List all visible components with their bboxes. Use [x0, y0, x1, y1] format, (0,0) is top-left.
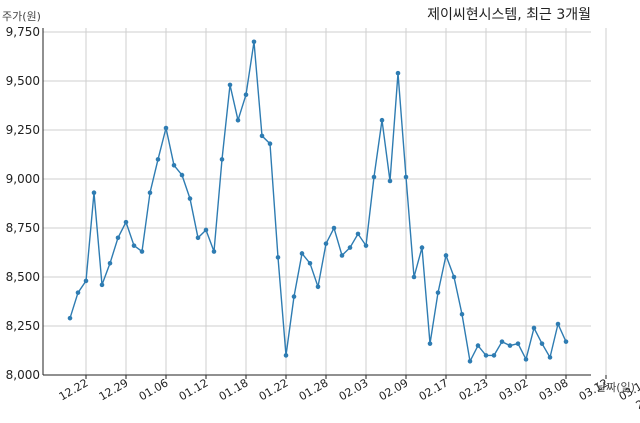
x-tick-label: 01.28	[297, 376, 331, 403]
x-tick-label: 01.22	[257, 376, 291, 403]
data-point	[411, 274, 417, 280]
data-point	[83, 278, 89, 284]
x-axis-label: 날짜(일)	[596, 380, 635, 394]
data-point	[163, 125, 169, 131]
data-point	[299, 251, 305, 256]
data-point	[259, 133, 265, 139]
data-point	[555, 321, 561, 327]
data-point	[91, 190, 97, 196]
y-tick-label: 8,750	[6, 221, 40, 235]
x-tick-label: 01.12	[177, 376, 211, 403]
data-point	[115, 235, 121, 241]
data-point	[443, 253, 449, 258]
line-layer	[67, 39, 569, 364]
data-point	[251, 39, 257, 45]
y-tick-label: 8,250	[6, 319, 40, 333]
y-tick-label: 8,000	[6, 368, 40, 382]
data-point	[379, 117, 385, 123]
data-point	[67, 315, 73, 321]
x-tick-label: 02.23	[457, 376, 491, 403]
data-point	[547, 355, 553, 360]
data-point	[211, 249, 217, 254]
data-point	[355, 231, 361, 237]
data-point	[483, 353, 489, 358]
data-point	[491, 353, 497, 358]
data-point	[227, 82, 233, 88]
x-tick-label: 01.06	[137, 376, 171, 403]
data-point	[499, 339, 505, 344]
data-point	[475, 343, 481, 348]
data-point	[523, 357, 529, 362]
y-tick-label: 9,000	[6, 172, 40, 186]
y-tick-label: 8,500	[6, 270, 40, 284]
data-point	[435, 290, 441, 295]
y-tick-label: 9,500	[6, 74, 40, 88]
y-axis-label: 주가(원)	[2, 10, 41, 23]
data-point	[283, 353, 289, 358]
data-point	[307, 260, 313, 266]
x-tick-label: 03.02	[497, 376, 531, 403]
data-point	[315, 284, 321, 290]
data-point	[403, 174, 409, 180]
x-tick-label: 12.22	[57, 376, 91, 403]
data-point	[123, 219, 129, 225]
data-point	[107, 260, 113, 266]
data-point	[563, 339, 569, 344]
data-point	[363, 243, 369, 248]
data-point	[539, 341, 545, 346]
data-point	[427, 341, 433, 346]
data-point	[187, 196, 193, 201]
data-point	[275, 255, 281, 260]
data-point	[235, 117, 241, 123]
data-point	[75, 290, 81, 295]
data-point	[459, 311, 465, 317]
data-point	[267, 141, 273, 147]
data-point	[291, 294, 297, 299]
x-tick-label: 03.08	[537, 376, 571, 403]
data-point	[467, 358, 473, 364]
data-point	[507, 343, 513, 348]
x-tick-label: 02.03	[337, 376, 371, 403]
price-series-line	[69, 41, 567, 364]
chart-title: 제이씨현시스템, 최근 3개월	[427, 7, 591, 23]
y-tick-label: 9,750	[6, 25, 40, 39]
data-point	[99, 282, 105, 288]
data-point	[195, 235, 201, 241]
data-point	[395, 70, 401, 76]
data-point	[139, 249, 145, 254]
data-point	[243, 92, 249, 98]
data-point	[515, 341, 521, 346]
data-point	[219, 157, 225, 162]
data-point	[131, 243, 137, 248]
x-tick-label: 02.09	[377, 376, 411, 403]
data-point	[387, 178, 393, 184]
data-point	[347, 245, 353, 250]
axis-layer	[42, 28, 607, 379]
data-point	[419, 245, 425, 250]
data-point	[339, 253, 345, 258]
label-layer: 8,000 8,250 8,500 8,750 9,000 9,250 9,500 9,750…	[6, 25, 640, 412]
data-point	[371, 174, 377, 180]
data-point	[323, 241, 329, 246]
data-point	[451, 274, 457, 280]
data-point	[203, 227, 209, 233]
data-point	[147, 190, 153, 196]
x-tick-label: 02.17	[417, 376, 451, 403]
data-point	[331, 225, 337, 231]
data-point	[531, 325, 537, 331]
data-point	[155, 157, 161, 162]
data-point	[179, 172, 185, 178]
data-point	[171, 162, 177, 168]
grid-layer	[43, 28, 607, 375]
x-tick-label: 01.18	[217, 376, 251, 403]
x-tick-label: 12.29	[97, 376, 131, 403]
y-tick-label: 9,250	[6, 123, 40, 137]
